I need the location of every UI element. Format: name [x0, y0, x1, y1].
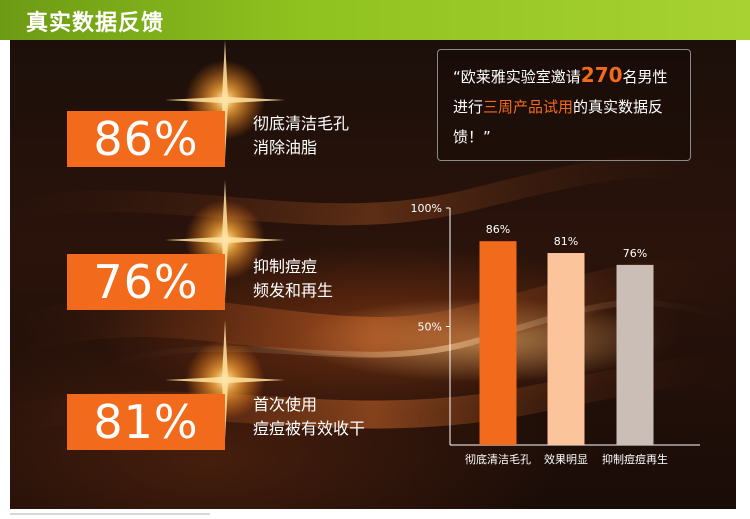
header-bar: 真实数据反馈: [0, 0, 750, 40]
bar-value-label: 81%: [554, 235, 578, 248]
bar-value-label: 86%: [486, 223, 510, 236]
bar: [479, 241, 517, 445]
page-title: 真实数据反馈: [26, 11, 165, 36]
y-tick-label: 50%: [418, 321, 442, 334]
quote-text: 名男性进行: [453, 68, 668, 116]
stat-value-3: 81%: [67, 394, 225, 450]
y-tick-label: 100%: [411, 202, 442, 215]
stat-label-line: 频发和再生: [253, 281, 334, 300]
quote-highlight: 三周产品试用: [483, 98, 574, 116]
quote-text: “欧莱雅实验室邀请: [453, 68, 581, 86]
divider: [10, 513, 210, 515]
stat-label-line: 彻底清洁毛孔: [253, 114, 350, 133]
category-label: 彻底清洁毛孔: [465, 452, 531, 466]
stat-value-2: 76%: [67, 254, 225, 310]
stat-label-1: 彻底清洁毛孔 消除油脂: [253, 112, 349, 160]
stat-value-1: 86%: [67, 111, 225, 167]
stat-label-line: 抑制痘痘: [253, 257, 318, 276]
quote-box: “欧莱雅实验室邀请270名男性进行三周产品试用的真实数据反馈！”: [437, 49, 691, 161]
stat-label-line: 痘痘被有效收干: [253, 419, 366, 438]
category-label: 抑制痘痘再生: [602, 452, 668, 466]
quote-number: 270: [580, 63, 623, 87]
bar-value-label: 76%: [623, 247, 647, 260]
stat-label-2: 抑制痘痘 频发和再生: [253, 255, 333, 303]
quote-text: 的真实数据反馈！”: [453, 98, 664, 146]
bar: [547, 253, 585, 445]
category-label: 效果明显: [544, 452, 588, 466]
bar: [616, 264, 654, 445]
stat-label-line: 首次使用: [253, 395, 318, 414]
stat-label-line: 消除油脂: [253, 138, 318, 157]
stat-label-3: 首次使用 痘痘被有效收干: [253, 393, 365, 441]
